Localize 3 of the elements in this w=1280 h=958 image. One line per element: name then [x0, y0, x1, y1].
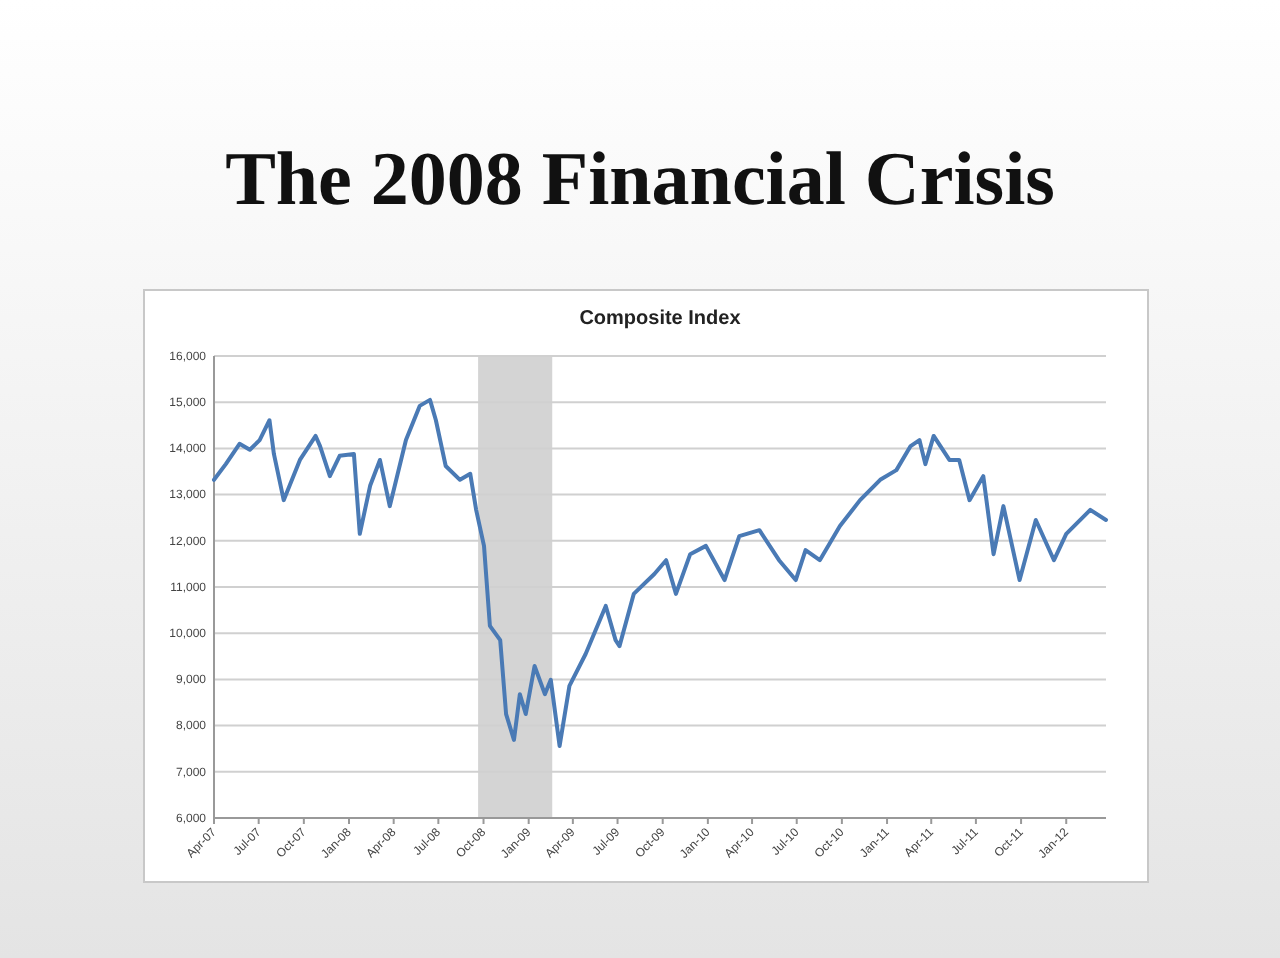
line-series: [212, 397, 1108, 748]
chart-title: The 2008 Financial Crisis: [225, 138, 1055, 222]
chart-subtitle: Composite Index: [579, 308, 742, 330]
